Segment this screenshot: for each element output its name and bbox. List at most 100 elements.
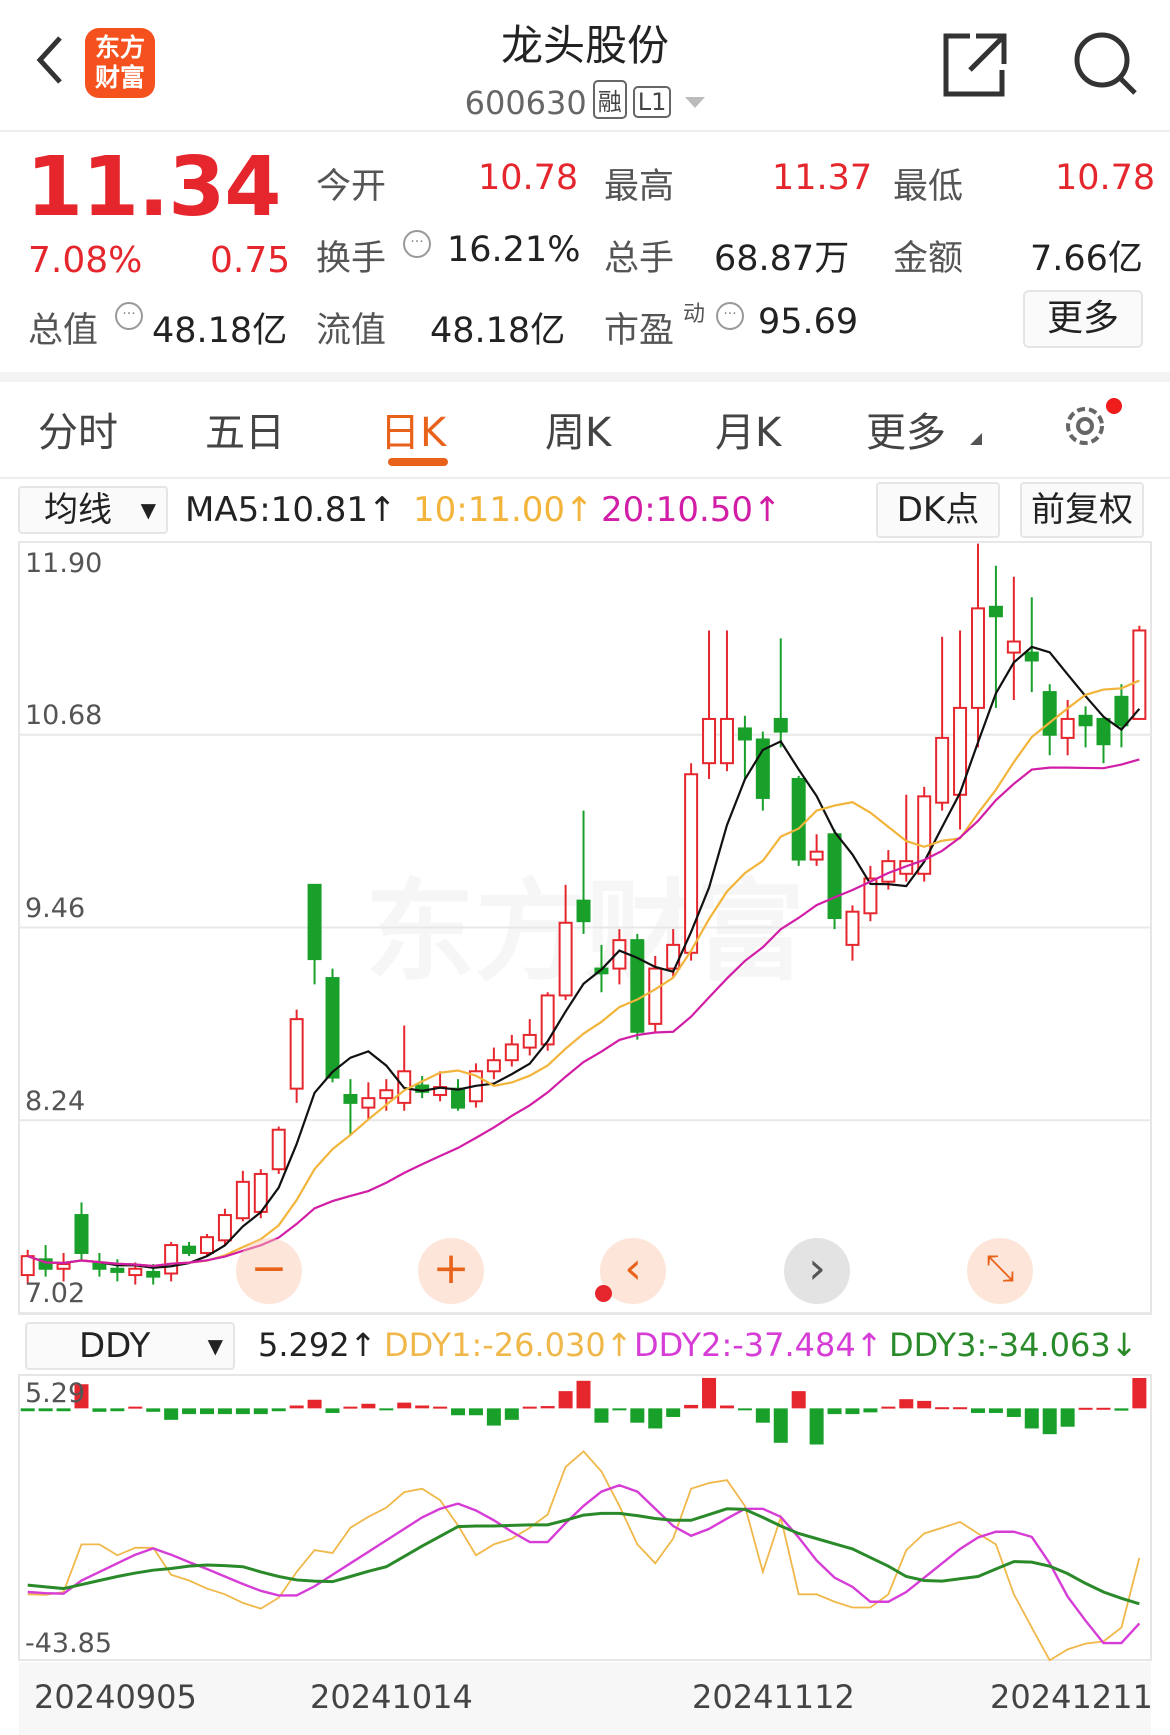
ddy-bar [289,1405,304,1409]
price-tick: 7.02 [25,1278,86,1309]
indicator-selector-label: DDY [79,1326,151,1366]
ddy-bar [540,1406,555,1409]
candle-up [935,736,950,804]
mktcap-value: 48.18亿 [152,311,288,351]
candle-down [1096,717,1111,746]
ddy-bar [415,1405,430,1409]
change-amount: 0.75 [210,240,291,281]
dropdown-arrow-icon: ▼ [140,498,156,522]
ddy-bar [271,1408,286,1412]
candle-up [504,1043,519,1062]
ddy-bar [486,1408,501,1426]
candle-up [809,850,824,861]
dk-point-button[interactable]: DK点 [876,482,1000,538]
candle-down [827,833,842,920]
ddy-bar [935,1407,950,1410]
candle-up [719,717,734,765]
tab-five-day[interactable]: 五日 [205,410,285,456]
ddy-bar [863,1408,878,1413]
ddy-bar [827,1408,842,1415]
next-button[interactable]: › [784,1238,850,1304]
indicator-selector[interactable]: DDY ▼ [25,1322,235,1370]
ma20-line [27,758,1140,1268]
date-label: 20241014 [310,1678,473,1716]
more-quote-button[interactable]: 更多 [1023,290,1143,348]
ddy-bar [612,1408,627,1411]
candle-down [451,1087,466,1109]
ddy-bar [38,1408,53,1412]
app-logo: 东方 财富 [85,28,155,98]
candle-up [200,1236,214,1254]
candle-up [128,1267,143,1277]
ddy-bar [809,1408,824,1445]
ddy-bar [881,1406,896,1409]
active-tab-indicator [388,458,448,466]
ddy-bar [684,1404,699,1409]
candle-up [970,607,985,709]
open-value: 10.78 [478,158,579,198]
ma5-value: MA5:10.81↑ [185,490,397,530]
float-label: 流值 [316,311,387,351]
info-icon[interactable]: ··· [115,302,143,330]
divider [0,372,1170,382]
zoom-in-button[interactable]: + [418,1238,484,1304]
price-tick: 9.46 [25,893,86,924]
ddy-bar [1060,1408,1075,1427]
tab-more[interactable]: 更多 [866,410,946,456]
candle-up [486,1059,501,1073]
candle-up [289,1018,304,1090]
candle-down [182,1245,197,1254]
share-button[interactable] [940,30,1010,104]
ddy-bar [791,1391,806,1409]
tab-daily-k[interactable]: 日K [380,410,447,456]
volume-label: 总手 [604,239,675,279]
ddy-bar [719,1405,734,1409]
settings-button[interactable] [1058,398,1122,458]
divider [0,477,1170,479]
ddy-bar [899,1399,914,1409]
date-label: 20241211 [990,1678,1153,1716]
info-icon[interactable]: ··· [716,302,744,330]
ddy-bar [92,1408,107,1412]
ddy-bar [217,1408,232,1415]
price-tick: 11.90 [25,548,103,579]
back-button[interactable] [30,30,70,90]
candle-up [612,939,627,970]
ma10-value: 10:11.00↑ [413,490,594,530]
ddy-bar [1114,1408,1129,1411]
volume-value: 68.87万 [714,239,850,279]
candle-up [217,1214,232,1242]
ddy-bar [576,1380,591,1409]
search-button[interactable] [1070,28,1140,102]
ma-selector[interactable]: 均线 ▼ [18,486,168,534]
ddy-bar [702,1377,717,1409]
ddy-bar [648,1408,663,1429]
ddy-bar [970,1408,985,1413]
fullscreen-button[interactable]: ⤡ [967,1238,1033,1304]
zoom-out-button[interactable]: − [236,1238,302,1304]
turnover-value: 16.21% [447,230,581,270]
ddy3-line [27,1507,1140,1606]
info-icon[interactable]: ··· [403,230,431,258]
tab-intraday[interactable]: 分时 [38,410,118,456]
ma5-line [27,645,1141,1269]
adjust-button[interactable]: 前复权 [1020,482,1144,538]
ddy-bar [397,1402,412,1409]
stock-name: 龙头股份 [500,21,669,70]
ddy-bar [307,1399,322,1409]
stock-code-row[interactable]: 600630 融 L1 [0,80,1170,122]
ddy-bar [182,1408,197,1415]
ddy-bar [110,1408,125,1412]
candle-down [1114,695,1129,727]
low-label: 最低 [893,167,964,207]
tab-monthly-k[interactable]: 月K [715,410,782,456]
change-pct: 7.08% [28,240,143,281]
tab-weekly-k[interactable]: 周K [545,410,612,456]
ddy-bar [917,1400,932,1409]
candle-up [1060,717,1075,739]
chevron-left-icon [36,36,62,84]
search-icon [1074,32,1137,95]
ddy-bar [200,1408,214,1415]
last-price: 11.34 [26,140,281,235]
